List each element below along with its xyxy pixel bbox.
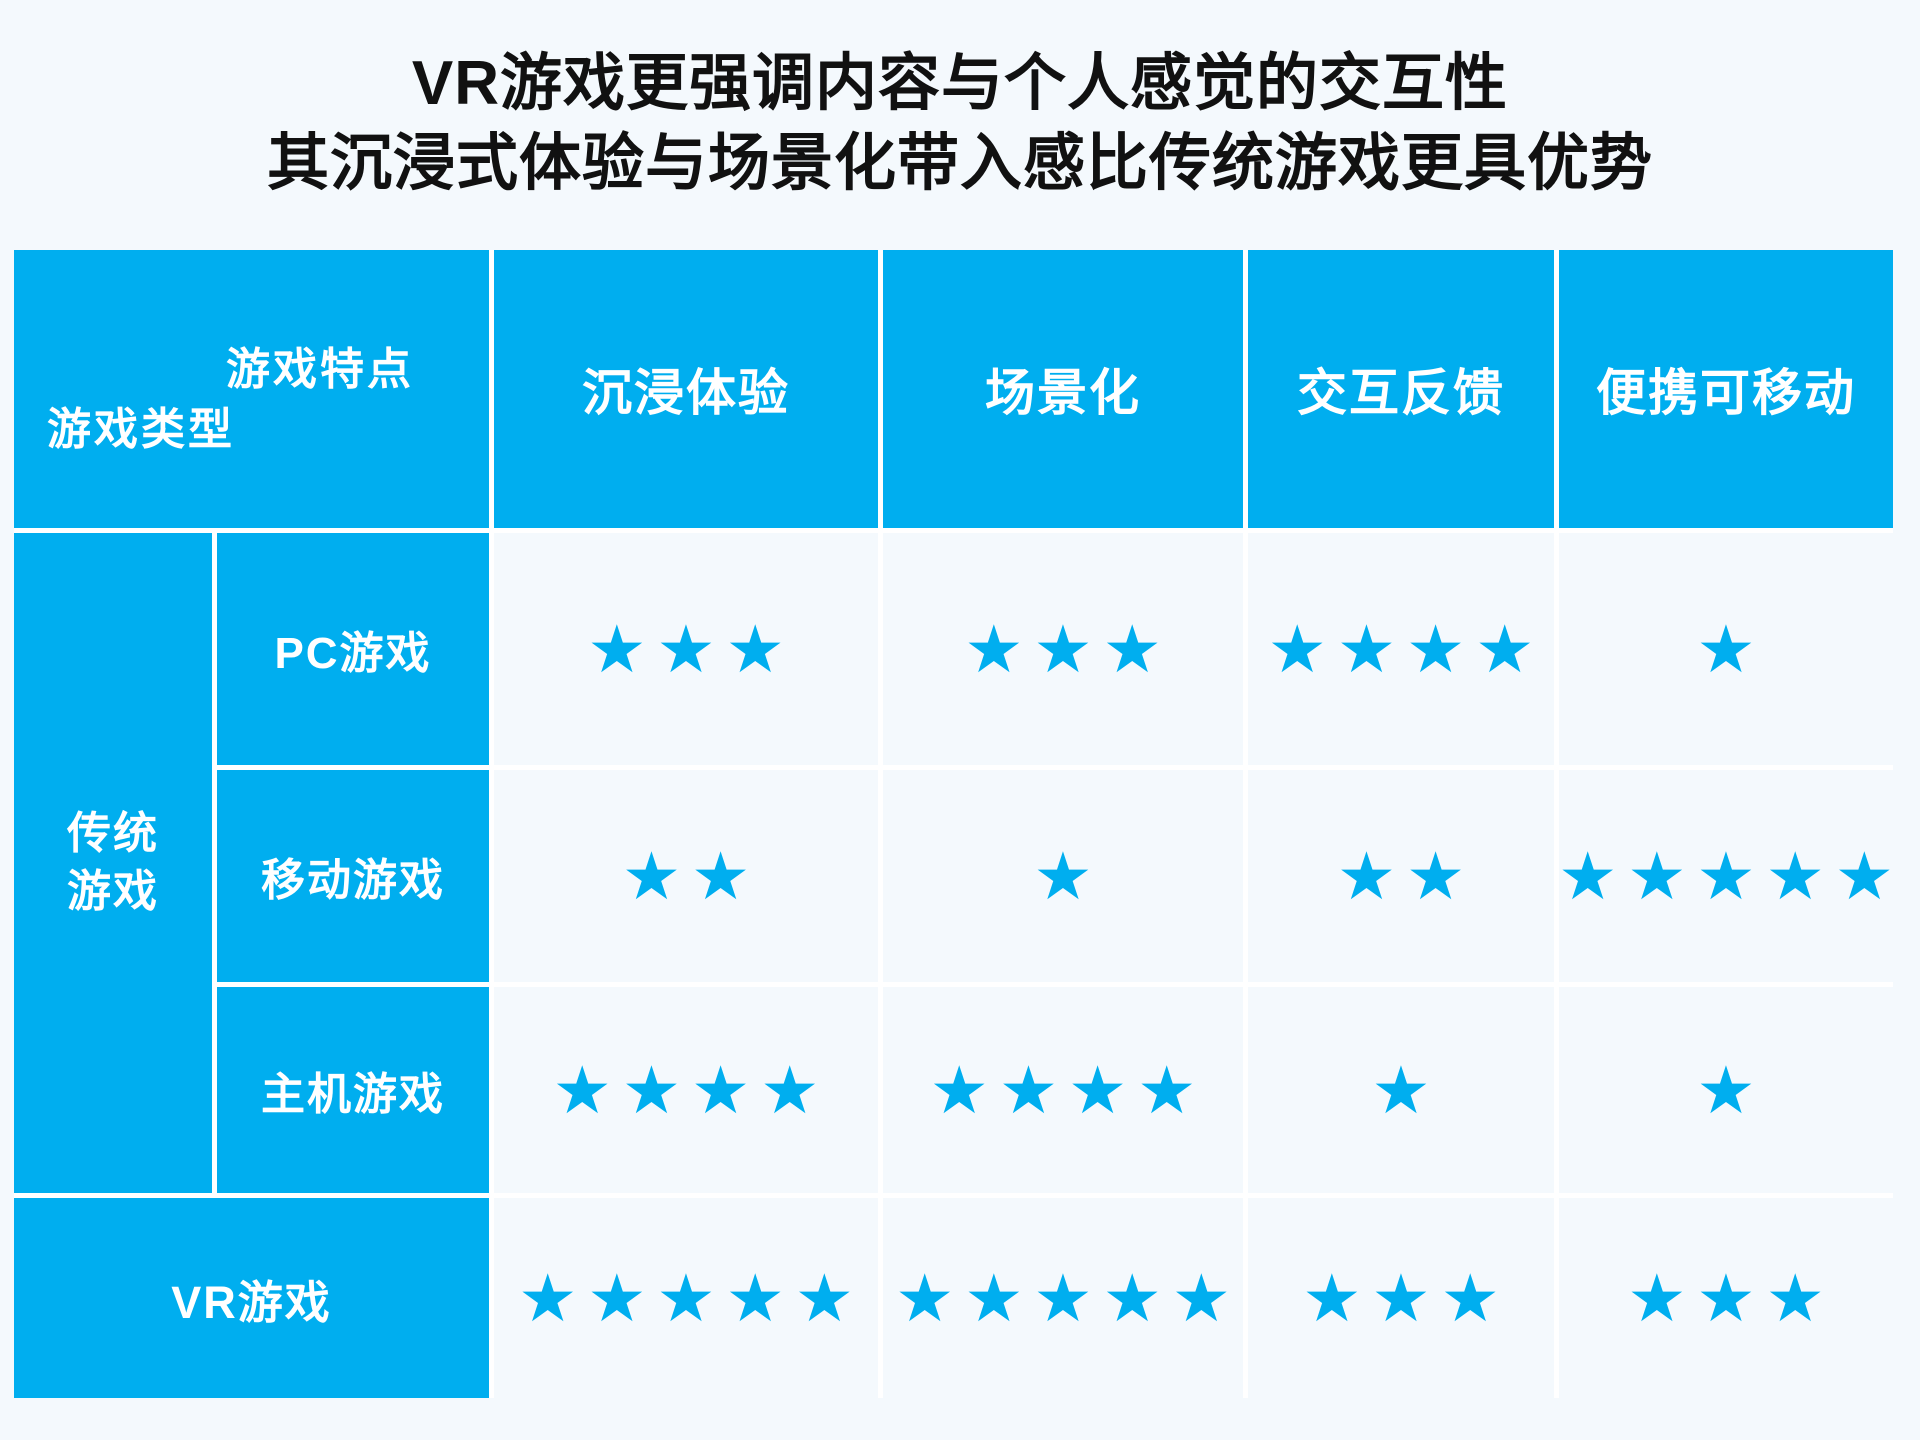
- rating-vr-scenario: ★★★★★: [883, 1198, 1243, 1398]
- row-header-pc-games: PC游戏: [217, 533, 489, 765]
- rating-pc-immersion: ★★★: [494, 533, 878, 765]
- rating-vr-portability: ★★★: [1559, 1198, 1893, 1398]
- rating-console-interaction: ★: [1248, 987, 1554, 1193]
- rating-console-portability: ★: [1559, 987, 1893, 1193]
- rating-console-scenario: ★★★★: [883, 987, 1243, 1193]
- title-line-1: VR游戏更强调内容与个人感觉的交互性: [411, 49, 1509, 118]
- row-group-traditional-games: 传统 游戏: [14, 533, 212, 1193]
- row-header-vr-games: VR游戏: [14, 1198, 489, 1398]
- column-header-scenario: 场景化: [883, 250, 1243, 528]
- rating-pc-scenario: ★★★: [883, 533, 1243, 765]
- rating-mobile-portability: ★★★★★: [1558, 770, 1894, 982]
- row-group-label-line-2: 游戏: [67, 867, 159, 916]
- page-title: VR游戏更强调内容与个人感觉的交互性 其沉浸式体验与场景化带入感比传统游戏更具优…: [0, 44, 1920, 204]
- comparison-table: 游戏特点 游戏类型 沉浸体验 场景化 交互反馈 便携可移动 传统 游戏 PC游戏…: [14, 250, 1894, 1398]
- title-line-2: 其沉浸式体验与场景化带入感比传统游戏更具优势: [266, 129, 1653, 198]
- row-header-mobile-games: 移动游戏: [217, 770, 489, 982]
- rating-vr-immersion: ★★★★★: [494, 1198, 878, 1398]
- column-header-interaction: 交互反馈: [1248, 250, 1554, 528]
- column-header-immersion: 沉浸体验: [494, 250, 878, 528]
- corner-features-label: 游戏特点: [226, 345, 414, 394]
- corner-header-cell: 游戏特点 游戏类型: [14, 250, 489, 528]
- rating-mobile-immersion: ★★: [494, 770, 878, 982]
- rating-mobile-interaction: ★★: [1248, 770, 1554, 982]
- rating-pc-interaction: ★★★★: [1248, 533, 1554, 765]
- column-header-portability: 便携可移动: [1559, 250, 1893, 528]
- corner-types-label: 游戏类型: [47, 405, 235, 454]
- rating-pc-portability: ★: [1559, 533, 1893, 765]
- rating-vr-interaction: ★★★: [1248, 1198, 1554, 1398]
- row-group-label-line-1: 传统: [67, 809, 159, 858]
- rating-console-immersion: ★★★★: [494, 987, 878, 1193]
- row-header-console-games: 主机游戏: [217, 987, 489, 1193]
- rating-mobile-scenario: ★: [883, 770, 1243, 982]
